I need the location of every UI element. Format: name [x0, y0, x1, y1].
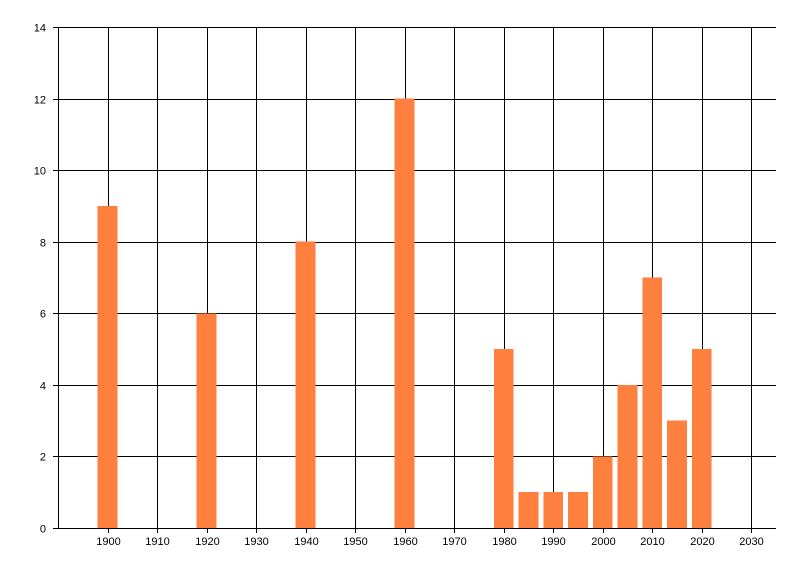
y-tick-label: 14: [34, 23, 46, 35]
bar-1980: [493, 349, 514, 528]
y-tick-label: 0: [40, 524, 46, 536]
x-tick-label: 1990: [541, 536, 565, 548]
y-tick-label: 2: [40, 452, 46, 464]
x-tick-label: 1920: [195, 536, 219, 548]
x-tick-label: 2000: [591, 536, 615, 548]
bar-2010: [642, 277, 663, 528]
bar-2015: [667, 420, 687, 528]
y-tick-label: 8: [40, 238, 46, 250]
axes: [53, 27, 776, 533]
x-tick-label: 1970: [442, 536, 466, 548]
bar-2000: [592, 456, 613, 528]
bar-2020: [691, 349, 712, 528]
y-tick-label: 4: [40, 381, 46, 393]
x-tick-label: 1910: [145, 536, 169, 548]
x-tick-label: 2010: [640, 536, 664, 548]
x-tick-label: 1960: [393, 536, 417, 548]
bars: [97, 98, 712, 529]
bar-1985: [518, 492, 539, 528]
y-tick-label: 12: [34, 95, 46, 107]
bar-1920: [196, 313, 217, 528]
x-tick-label: 2020: [690, 536, 714, 548]
x-tick-label: 1980: [492, 536, 516, 548]
bar-1960: [394, 98, 415, 529]
bar-1995: [568, 492, 588, 528]
bar-2005: [617, 384, 638, 528]
y-tick-labels: 0 2 4 6 8 10 12 14: [34, 23, 46, 536]
x-tick-label: 1950: [343, 536, 367, 548]
x-tick-labels: 1900 1910 1920 1930 1940 1950 1960 1970 1980 1990…: [96, 536, 763, 548]
bar-1990: [543, 492, 564, 528]
x-tick-label: 2030: [739, 536, 763, 548]
y-tick-label: 10: [34, 166, 46, 178]
x-tick-label: 1930: [244, 536, 268, 548]
bar-1900: [97, 205, 118, 528]
x-tick-label: 1940: [294, 536, 318, 548]
x-tick-label: 1900: [96, 536, 120, 548]
bar-1940: [295, 241, 316, 528]
y-tick-label: 6: [40, 309, 46, 321]
